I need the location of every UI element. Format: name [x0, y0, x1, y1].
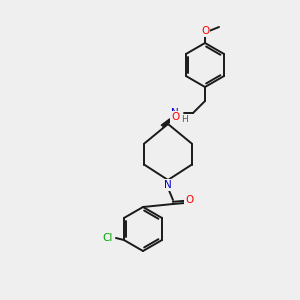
Text: Cl: Cl [103, 233, 113, 243]
Text: O: O [171, 112, 179, 122]
Text: O: O [201, 26, 209, 36]
Text: N: N [171, 108, 179, 118]
Text: O: O [185, 195, 193, 205]
Text: N: N [164, 180, 172, 190]
Text: H: H [182, 115, 188, 124]
